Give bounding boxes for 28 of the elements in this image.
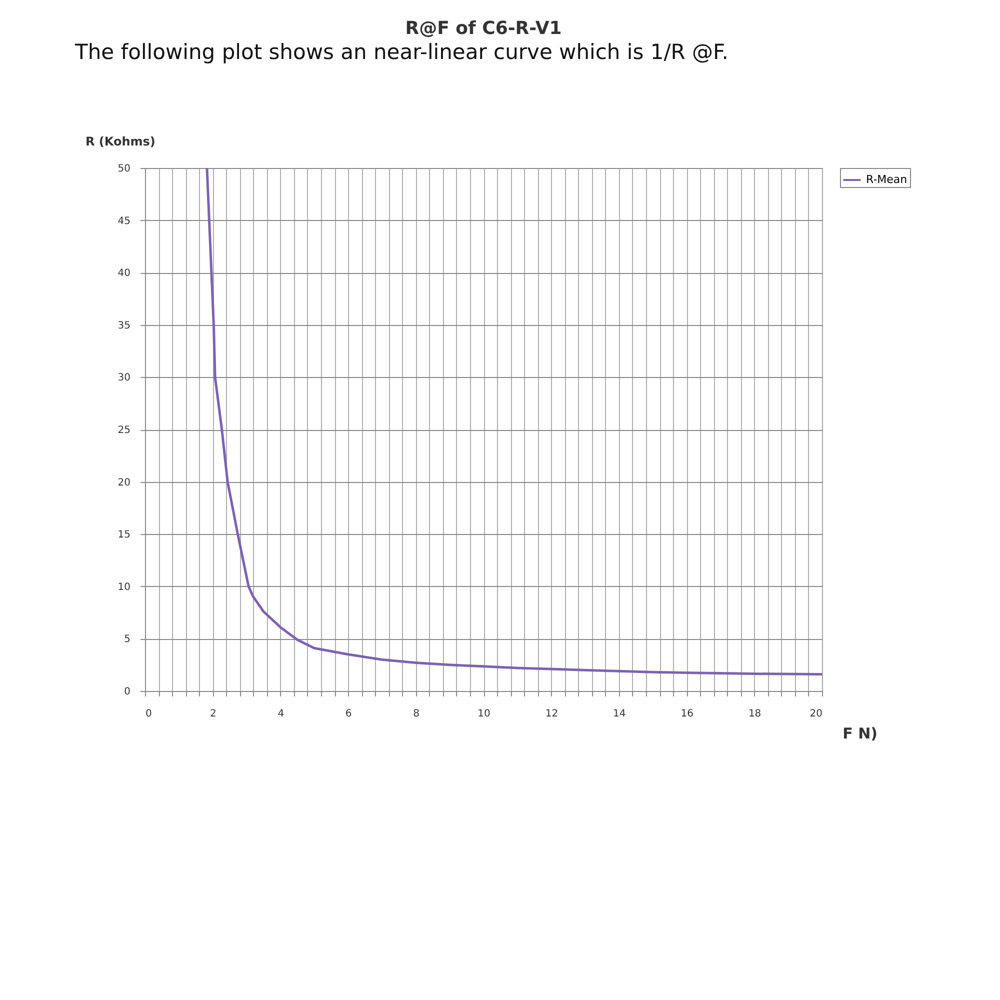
line-series (206, 168, 822, 676)
legend-label: R-Mean (866, 173, 908, 186)
y-tick-label: 35 (118, 320, 130, 332)
text: The following plot shows an near-linear curve which is 1/R @F. (74, 40, 728, 64)
y-tick-label: 25 (118, 425, 130, 436)
y-tick-label: 5 (124, 634, 130, 646)
x-axis-title: F N) (842, 724, 878, 742)
x-tick-label: 10 (478, 708, 490, 720)
y-tick-label: 40 (118, 268, 130, 280)
y-tick-label: 10 (118, 582, 130, 593)
x-tick-label: 20 (810, 708, 822, 720)
x-tick-label: 8 (413, 708, 420, 720)
x-tick-label: 18 (748, 708, 762, 720)
x-tick-label: 6 (345, 708, 352, 720)
chart-title: R@F of C6-R-V1 (405, 18, 562, 39)
y-tick-label: 20 (118, 477, 130, 488)
y-tick-label: 50 (118, 164, 130, 174)
x-tick-label: 12 (545, 708, 558, 720)
x-tick-label: 14 (613, 708, 626, 720)
y-tick-label: 15 (118, 530, 130, 541)
x-tick-label: 4 (278, 708, 284, 720)
y-tick-label: 0 (124, 686, 130, 698)
x-tick-label: 2 (210, 708, 216, 720)
y-axis-title: R (Kohms) (86, 134, 156, 148)
x-tick-label: 0 (146, 708, 152, 720)
y-tick-label: 30 (118, 372, 130, 384)
x-tick-label: 16 (680, 708, 694, 720)
y-tick-label: 45 (118, 216, 130, 227)
